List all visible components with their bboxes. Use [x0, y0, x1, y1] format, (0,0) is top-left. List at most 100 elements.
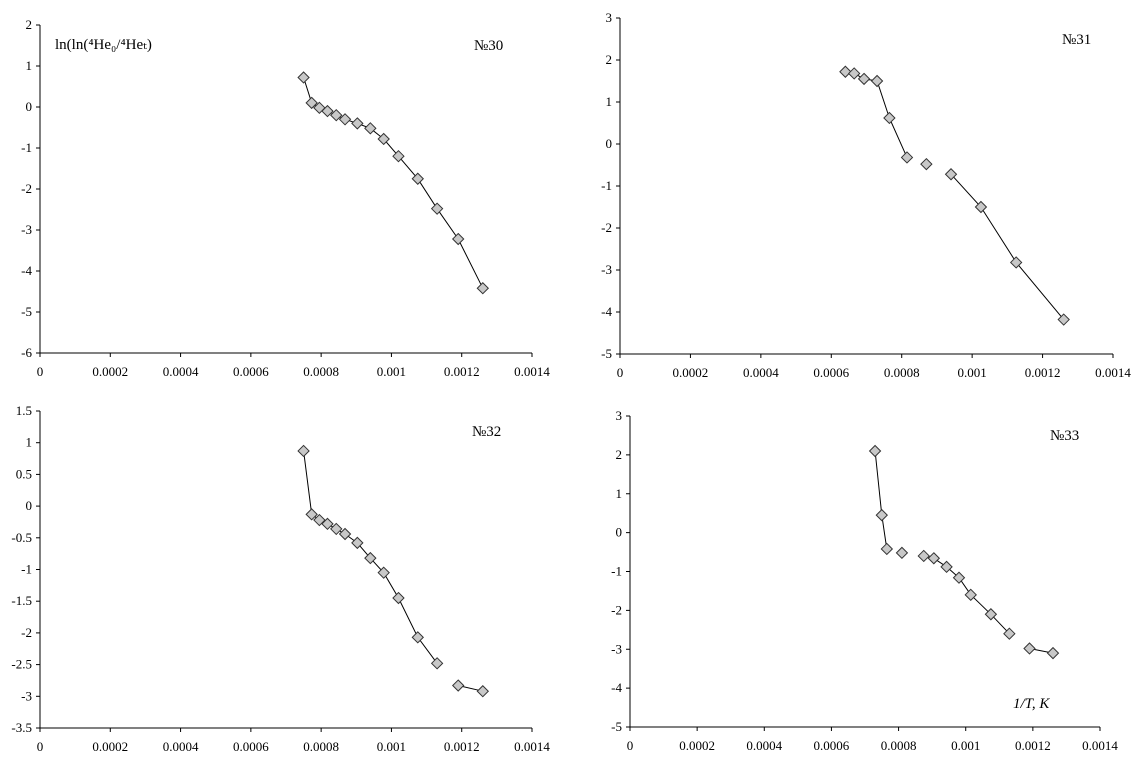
y-tick-label: -4 — [611, 680, 622, 695]
y-tick-label: 1.5 — [16, 403, 32, 418]
x-tick-label: 0.0002 — [92, 739, 128, 754]
x-tick-label: 0.0006 — [814, 738, 850, 753]
data-point-marker — [297, 71, 310, 84]
data-point-marker — [883, 111, 896, 125]
data-point-marker — [411, 172, 424, 185]
chart-panel-2: -5 -4 -3 -2 -1 0 1 2 3 0 0.0002 0.0004 0.0006 0.0008 0… — [601, 10, 1131, 380]
y-tick-label: -3 — [611, 641, 622, 656]
data-point-marker — [330, 108, 343, 122]
y-tick-label: 2 — [616, 447, 623, 462]
y-tick-label: -1 — [21, 140, 32, 155]
data-point-marker — [305, 96, 318, 110]
x-tick-label: 0.0002 — [679, 738, 715, 753]
y-tick-label: 1 — [26, 58, 33, 73]
x-tick-label: 0.0008 — [881, 738, 917, 753]
y-tick-label: -3.5 — [11, 720, 32, 735]
y-tick-label: 0 — [26, 99, 33, 114]
data-point-marker — [895, 546, 909, 560]
chart-panel-1: -6 -5 -4 -3 -2 -1 0 1 2 0 0.0002 0.0004 0.0006 0.0008… — [21, 17, 550, 379]
data-point-marker — [857, 72, 871, 86]
y-tick-label: -3 — [21, 688, 32, 703]
x-tick-label: 0.0012 — [444, 364, 480, 379]
y-tick-label: -1 — [21, 562, 32, 577]
data-point-marker — [321, 517, 334, 531]
y-tick-label: -1 — [601, 178, 612, 193]
data-point-marker — [411, 631, 424, 644]
data-point-marker — [338, 527, 352, 541]
data-point-marker — [964, 588, 977, 602]
x-tick-label: 0.0008 — [303, 739, 339, 754]
x-tick-label: 0.0014 — [1095, 365, 1131, 380]
y-tick-label: -0.5 — [11, 530, 32, 545]
x-tick-label: 0.0006 — [233, 739, 269, 754]
y-tick-label: -5 — [601, 346, 612, 361]
x-tick-label: 0.0008 — [884, 365, 920, 380]
y-tick-label: 2 — [26, 17, 33, 32]
data-point-marker — [476, 282, 490, 295]
data-point-marker — [297, 444, 310, 458]
x-tick-label: 0.0008 — [303, 364, 339, 379]
y-tick-label: 3 — [606, 10, 613, 25]
data-point-marker — [377, 566, 390, 579]
data-point-marker — [451, 232, 465, 246]
series-line — [874, 450, 888, 550]
y-tick-label: 3 — [616, 408, 623, 423]
data-point-marker — [920, 157, 933, 171]
y-tick-label: -2.5 — [11, 657, 32, 672]
y-tick-label: 0 — [606, 136, 613, 151]
data-point-marker — [847, 67, 861, 80]
x-tick-label: 0 — [627, 738, 634, 753]
y-tick-label: -4 — [601, 304, 612, 319]
y-tick-label: -5 — [21, 304, 32, 319]
x-tick-label: 0 — [617, 365, 624, 380]
x-tick-label: 0.0004 — [163, 739, 199, 754]
data-point-marker — [1009, 256, 1023, 269]
x-tick-label: 0.001 — [951, 738, 980, 753]
x-tick-label: 0.0006 — [233, 364, 269, 379]
data-point-marker — [1023, 642, 1036, 655]
x-tick-label: 0.0012 — [444, 739, 480, 754]
x-tick-label: 0.0012 — [1015, 738, 1051, 753]
data-point-marker — [313, 513, 326, 527]
data-point-marker — [880, 542, 894, 556]
y-tick-label: -2 — [21, 181, 32, 196]
y-tick-label: 0 — [616, 525, 623, 540]
x-axis-label: 1/T, K — [1013, 696, 1050, 712]
y-tick-label: 1 — [606, 94, 613, 109]
y-tick-label: -2 — [601, 220, 612, 235]
x-tick-label: 0 — [37, 739, 44, 754]
data-point-marker — [305, 508, 318, 521]
data-point-marker — [900, 151, 914, 164]
x-tick-label: 0.0006 — [813, 365, 849, 380]
data-point-marker — [476, 685, 490, 698]
x-tick-label: 0.0002 — [673, 365, 709, 380]
y-tick-label: -1 — [611, 564, 622, 579]
data-point-marker — [1057, 313, 1070, 326]
data-point-marker — [870, 74, 884, 88]
x-tick-label: 0.001 — [377, 364, 406, 379]
x-tick-label: 0.0004 — [743, 365, 779, 380]
data-point-marker — [974, 200, 988, 214]
y-tick-label: -6 — [21, 345, 32, 360]
data-point-marker — [984, 608, 998, 621]
data-point-marker — [351, 536, 364, 550]
panel-label: №32 — [472, 424, 501, 440]
x-tick-label: 0.0014 — [1082, 738, 1118, 753]
data-point-marker — [430, 202, 444, 215]
data-point-marker — [839, 65, 852, 78]
y-tick-label: 1 — [26, 435, 33, 450]
y-tick-label: 0.5 — [16, 466, 32, 481]
y-tick-label: 2 — [606, 52, 613, 67]
data-point-marker — [917, 549, 930, 563]
x-tick-label: 0.001 — [377, 739, 406, 754]
data-point-marker — [392, 149, 405, 163]
series-line — [950, 173, 1065, 320]
data-point-marker — [338, 113, 352, 126]
data-point-marker — [392, 591, 405, 605]
data-point-marker — [330, 522, 343, 536]
y-tick-label: -3 — [21, 222, 32, 237]
y-tick-label: -5 — [611, 719, 622, 734]
x-tick-label: 0.001 — [958, 365, 987, 380]
y-tick-label: -4 — [21, 263, 32, 278]
